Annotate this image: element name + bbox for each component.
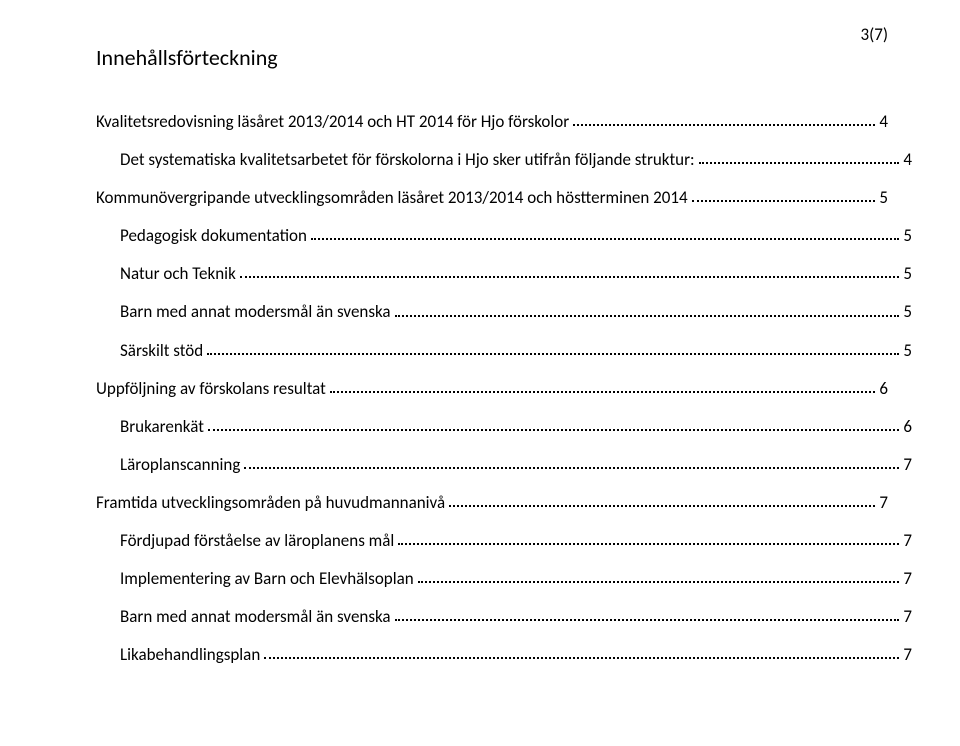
toc-entry-text: Implementering av Barn och Elevhälsoplan bbox=[120, 568, 414, 590]
toc-entry: Brukarenkät 6 bbox=[120, 416, 912, 438]
toc-leader-dots bbox=[330, 391, 876, 393]
toc-entry-text: Barn med annat modersmål än svenska bbox=[120, 606, 391, 628]
toc-entry: Likabehandlingsplan 7 bbox=[120, 644, 912, 666]
toc-entry-page: 5 bbox=[903, 340, 912, 362]
toc-entry-text: Barn med annat modersmål än svenska bbox=[120, 301, 391, 323]
toc-leader-dots bbox=[240, 276, 900, 278]
toc-leader-dots bbox=[692, 200, 876, 202]
toc-entry-text: Särskilt stöd bbox=[120, 340, 203, 362]
toc-leader-dots bbox=[244, 467, 899, 469]
toc-leader-dots bbox=[398, 543, 899, 545]
toc-leader-dots bbox=[699, 162, 900, 164]
toc-entry: Implementering av Barn och Elevhälsoplan… bbox=[120, 568, 912, 590]
toc-leader-dots bbox=[418, 581, 900, 583]
toc-title: Innehållsförteckning bbox=[96, 44, 888, 71]
table-of-contents: Kvalitetsredovisning läsåret 2013/2014 o… bbox=[96, 111, 888, 666]
toc-leader-dots bbox=[207, 353, 899, 355]
toc-entry-page: 6 bbox=[879, 378, 888, 400]
toc-entry: Barn med annat modersmål än svenska 7 bbox=[120, 606, 912, 628]
toc-entry-page: 7 bbox=[903, 530, 912, 552]
toc-entry-text: Fördjupad förståelse av läroplanens mål bbox=[120, 530, 394, 552]
toc-entry-page: 7 bbox=[903, 568, 912, 590]
toc-entry-page: 7 bbox=[879, 492, 888, 514]
toc-leader-dots bbox=[311, 238, 899, 240]
toc-entry: Läroplanscanning 7 bbox=[120, 454, 912, 476]
toc-entry-text: Natur och Teknik bbox=[120, 263, 236, 285]
toc-entry-page: 5 bbox=[903, 225, 912, 247]
toc-entry: Framtida utvecklingsområden på huvudmann… bbox=[96, 492, 888, 514]
toc-entry-text: Uppföljning av förskolans resultat bbox=[96, 378, 326, 400]
toc-entry-page: 7 bbox=[903, 606, 912, 628]
page-number: 3(7) bbox=[860, 24, 888, 45]
toc-entry: Det systematiska kvalitetsarbetet för fö… bbox=[120, 149, 912, 171]
toc-entry: Natur och Teknik 5 bbox=[120, 263, 912, 285]
toc-entry-text: Läroplanscanning bbox=[120, 454, 240, 476]
toc-entry-page: 5 bbox=[879, 187, 888, 209]
toc-entry-page: 7 bbox=[903, 454, 912, 476]
toc-entry-page: 4 bbox=[903, 149, 912, 171]
toc-entry-text: Kvalitetsredovisning läsåret 2013/2014 o… bbox=[96, 111, 569, 133]
toc-leader-dots bbox=[264, 657, 899, 659]
toc-entry: Särskilt stöd 5 bbox=[120, 340, 912, 362]
toc-entry: Kvalitetsredovisning läsåret 2013/2014 o… bbox=[96, 111, 888, 133]
toc-entry-text: Framtida utvecklingsområden på huvudmann… bbox=[96, 492, 445, 514]
toc-leader-dots bbox=[449, 505, 875, 507]
toc-entry-text: Brukarenkät bbox=[120, 416, 204, 438]
toc-entry-text: Kommunövergripande utvecklingsområden lä… bbox=[96, 187, 688, 209]
toc-entry-page: 5 bbox=[903, 301, 912, 323]
toc-entry: Fördjupad förståelse av läroplanens mål 7 bbox=[120, 530, 912, 552]
toc-entry: Pedagogisk dokumentation 5 bbox=[120, 225, 912, 247]
toc-entry-page: 7 bbox=[903, 644, 912, 666]
toc-entry-page: 5 bbox=[903, 263, 912, 285]
toc-entry-text: Likabehandlingsplan bbox=[120, 644, 260, 666]
toc-leader-dots bbox=[395, 619, 900, 621]
toc-leader-dots bbox=[395, 315, 900, 317]
toc-entry: Barn med annat modersmål än svenska 5 bbox=[120, 301, 912, 323]
toc-entry-page: 6 bbox=[903, 416, 912, 438]
toc-leader-dots bbox=[208, 429, 899, 431]
toc-entry-page: 4 bbox=[879, 111, 888, 133]
toc-entry-text: Det systematiska kvalitetsarbetet för fö… bbox=[120, 149, 695, 171]
toc-leader-dots bbox=[573, 124, 875, 126]
toc-entry: Uppföljning av förskolans resultat 6 bbox=[96, 378, 888, 400]
toc-entry: Kommunövergripande utvecklingsområden lä… bbox=[96, 187, 888, 209]
toc-entry-text: Pedagogisk dokumentation bbox=[120, 225, 307, 247]
